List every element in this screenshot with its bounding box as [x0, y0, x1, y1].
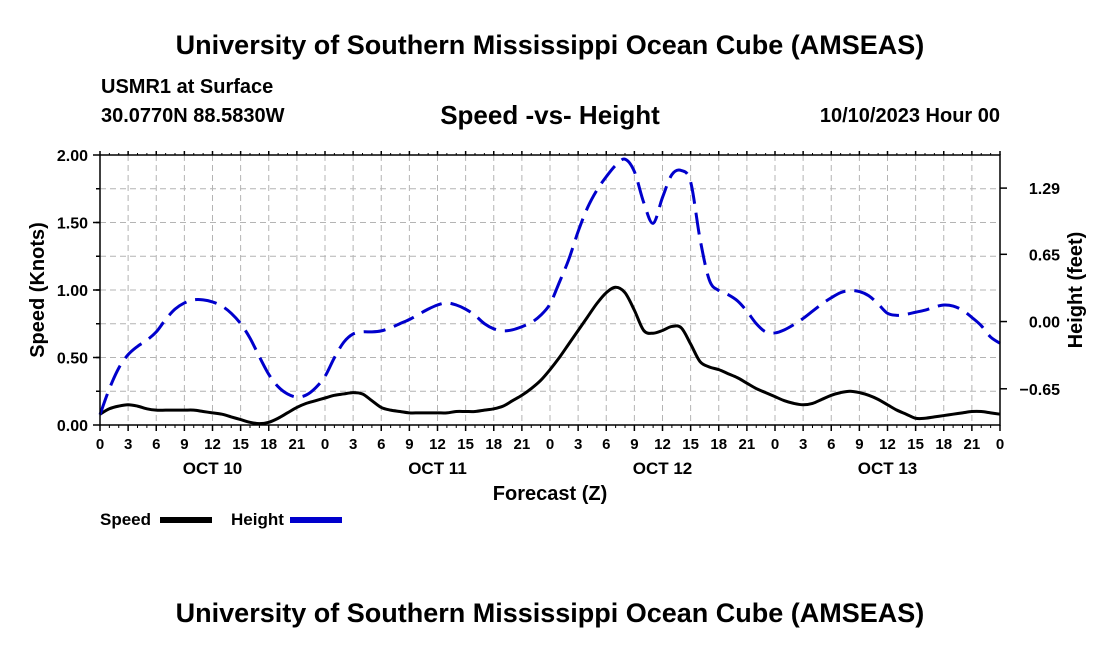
x-tick-label: 18: [485, 436, 502, 453]
page-title-top: University of Southern Mississippi Ocean…: [175, 30, 925, 60]
chart-series: [98, 157, 1001, 426]
y-tick-label: 1.50: [57, 216, 88, 233]
x-tick-label: 9: [180, 436, 188, 453]
x-tick-label: 12: [204, 436, 221, 453]
forecast-date: 10/10/2023 Hour 00: [819, 105, 1000, 127]
x-tick-label: 21: [289, 436, 306, 453]
y2-tick-label: 1.29: [1029, 181, 1060, 198]
chart-title: Speed -vs- Height: [440, 100, 660, 130]
y-tick-label: 0.00: [57, 418, 88, 435]
x-tick-label: 6: [827, 436, 835, 453]
station-coordinates: 30.0770N 88.5830W: [101, 105, 285, 127]
x-tick-label: 0: [996, 436, 1004, 453]
x-tick-label: 18: [710, 436, 727, 453]
x-tick-label: 21: [514, 436, 531, 453]
legend-speed-swatch: [160, 517, 212, 523]
x-tick-label: 3: [799, 436, 807, 453]
x-tick-label: 15: [232, 436, 249, 453]
y2-tick-label: 0.00: [1029, 315, 1060, 332]
x-tick-label: 9: [855, 436, 863, 453]
y-tick-label: 0.50: [57, 351, 88, 368]
station-label: USMR1 at Surface: [101, 76, 274, 98]
series-line-height: [98, 157, 1001, 416]
y2-tick-label: −0.65: [1020, 382, 1061, 399]
x-axis-label: Forecast (Z): [493, 483, 607, 505]
x-tick-label: 12: [654, 436, 671, 453]
x-tick-label: 0: [321, 436, 329, 453]
y2-axis-label: Height (feet): [1065, 232, 1087, 349]
day-label: OCT 12: [633, 459, 693, 478]
x-tick-label: 3: [349, 436, 357, 453]
x-tick-label: 9: [405, 436, 413, 453]
legend-height-swatch: [290, 517, 342, 523]
legend-height-label: Height: [231, 510, 284, 529]
x-tick-label: 6: [602, 436, 610, 453]
day-label: OCT 10: [183, 459, 243, 478]
x-tick-label: 12: [429, 436, 446, 453]
day-label: OCT 13: [858, 459, 918, 478]
y2-tick-label: 0.65: [1029, 247, 1060, 264]
y-tick-label: 1.00: [57, 283, 88, 300]
x-tick-label: 0: [771, 436, 779, 453]
x-tick-label: 18: [935, 436, 952, 453]
speed-height-chart: 0 3 6 9 12 15 18 21 0 3 6 9 12 15 18 21 0 3 6 9 12 15 18 21 0 3 6 9…: [27, 148, 1087, 505]
x-tick-label: 0: [546, 436, 554, 453]
x-tick-label: 18: [260, 436, 277, 453]
legend-speed-label: Speed: [100, 510, 152, 529]
x-tick-label: 0: [96, 436, 104, 453]
x-tick-label: 6: [152, 436, 160, 453]
x-tick-label: 21: [739, 436, 756, 453]
chart-grid: [100, 155, 1000, 425]
chart-axes: 0 3 6 9 12 15 18 21 0 3 6 9 12 15 18 21 0 3 6 9 12 15 18 21 0 3 6 9…: [57, 148, 1060, 478]
x-tick-label: 3: [574, 436, 582, 453]
y-axis-label: Speed (Knots): [27, 222, 49, 358]
x-tick-label: 15: [682, 436, 699, 453]
x-tick-label: 21: [964, 436, 981, 453]
x-tick-label: 15: [907, 436, 924, 453]
x-tick-label: 6: [377, 436, 385, 453]
series-line-speed: [99, 285, 1001, 426]
x-tick-label: 15: [457, 436, 474, 453]
x-tick-label: 12: [879, 436, 896, 453]
y-tick-label: 2.00: [57, 148, 88, 165]
x-tick-label: 3: [124, 436, 132, 453]
page-title-bottom: University of Southern Mississippi Ocean…: [175, 598, 925, 628]
day-label: OCT 11: [408, 459, 467, 478]
x-tick-label: 9: [630, 436, 638, 453]
